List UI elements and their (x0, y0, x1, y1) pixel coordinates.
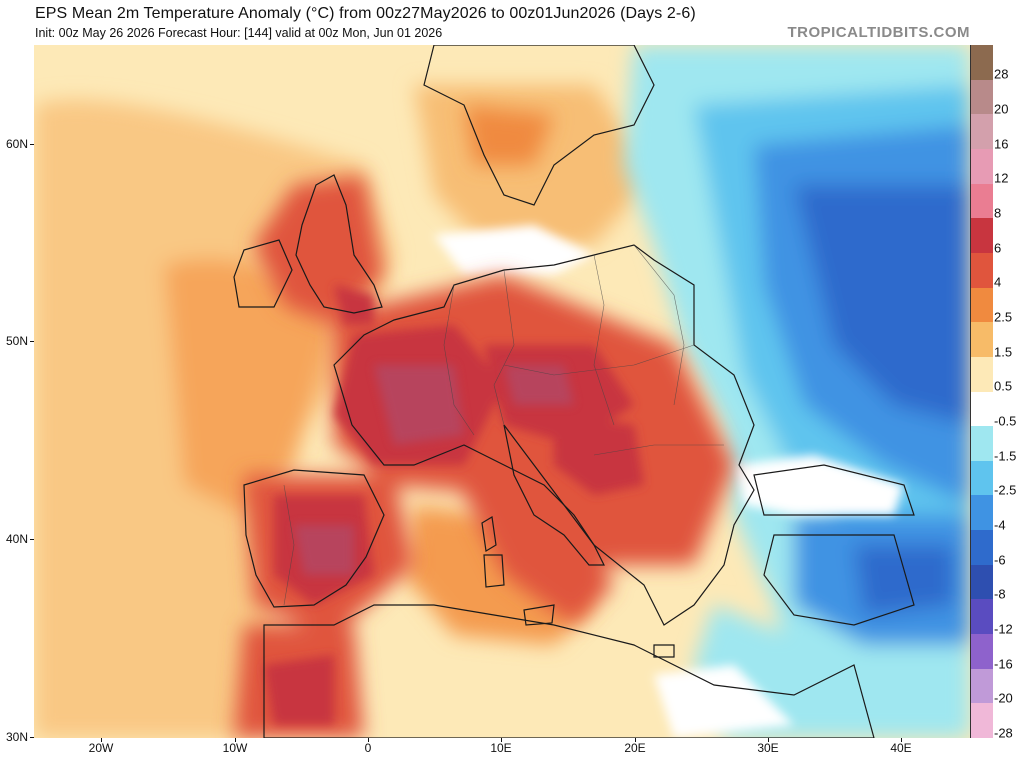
lon-tick-0 (368, 738, 369, 742)
colorbar-swatch (971, 79, 993, 115)
neutral-band (434, 225, 904, 738)
lon-label-30e: 30E (757, 741, 779, 755)
colorbar-swatch (971, 287, 993, 323)
colorbar-label: -4 (994, 517, 1006, 533)
site-brand[interactable]: TROPICALTIDBITS.COM (787, 24, 970, 41)
lon-label-20w: 20W (88, 741, 114, 755)
peak-anomaly-land (294, 365, 574, 575)
colorbar-label: 16 (994, 136, 1009, 152)
lon-tick-30e (768, 738, 769, 742)
corsica-outline (481, 516, 497, 552)
crete-outline (653, 644, 675, 658)
colorbar-swatch (971, 356, 993, 392)
lat-label-60n: 60N (5, 137, 28, 151)
lat-tick-60n (30, 144, 34, 145)
colorbar-label: -8 (994, 586, 1006, 602)
colorbar-label: 4 (994, 274, 1002, 290)
colorbar-label: 0.5 (994, 378, 1013, 394)
colorbar-swatch (971, 426, 993, 462)
lon-tick-20e (635, 738, 636, 742)
lon-label-40e: 40E (890, 741, 912, 755)
colorbar-swatch (971, 391, 993, 427)
scandinavia-outline (423, 45, 655, 206)
colorbar-label: -28 (994, 725, 1013, 741)
black-sea-outline (753, 464, 915, 516)
colorbar-label: -1.5 (994, 448, 1017, 464)
iberia-outline (243, 469, 385, 608)
colorbar-label: 20 (994, 101, 1009, 117)
lon-tick-20w (101, 738, 102, 742)
ireland-outline (233, 239, 293, 308)
europe-mainland-outline (333, 244, 755, 626)
colorbar-swatch (971, 599, 993, 635)
colorbar-label: -6 (994, 552, 1006, 568)
cold-anomaly-region (624, 45, 970, 738)
lon-tick-10w (235, 738, 236, 742)
coastlines (233, 45, 915, 738)
great-britain-outline (295, 174, 383, 314)
lat-tick-40n (30, 539, 34, 540)
map-title: EPS Mean 2m Temperature Anomaly (°C) fro… (35, 5, 696, 22)
colorbar-label: 28 (994, 66, 1009, 82)
colorbar-label: -20 (994, 690, 1013, 706)
lat-label-50n: 50N (5, 334, 28, 348)
lat-tick-50n (30, 341, 34, 342)
map-subtitle: Init: 00z May 26 2026 Forecast Hour: [14… (35, 26, 443, 40)
colorbar-label: 12 (994, 170, 1009, 186)
anomaly-map-canvas (34, 45, 970, 738)
colorbar (970, 45, 993, 739)
lon-label-10w: 10W (222, 741, 248, 755)
colorbar-label: 1.5 (994, 344, 1013, 360)
lat-label-30n: 30N (5, 730, 28, 744)
colorbar-swatch (971, 114, 993, 150)
lon-label-20e: 20E (624, 741, 646, 755)
colorbar-swatch (971, 218, 993, 254)
lon-label-10e: 10E (490, 741, 512, 755)
colorbar-label: -12 (994, 621, 1013, 637)
colorbar-swatch (971, 668, 993, 704)
lon-tick-40e (901, 738, 902, 742)
colorbar-label: -2.5 (994, 482, 1017, 498)
colorbar-swatch (971, 634, 993, 670)
colorbar-swatch (971, 530, 993, 566)
colorbar-swatch (971, 703, 993, 739)
country-borders (283, 244, 724, 606)
colorbar-swatch (971, 252, 993, 289)
lat-label-40n: 40N (5, 532, 28, 546)
colorbar-label: 8 (994, 205, 1002, 221)
lon-label-0: 0 (364, 741, 372, 755)
colorbar-swatch (971, 460, 993, 496)
north-africa-outline (263, 604, 875, 738)
sardinia-outline (483, 554, 505, 588)
italy-outline (503, 424, 605, 566)
colorbar-label: 6 (994, 240, 1002, 256)
lat-tick-30n (30, 737, 34, 738)
colorbar-swatch (971, 322, 993, 358)
colorbar-swatch (971, 564, 993, 600)
anatolia-outline (763, 534, 915, 626)
colorbar-label: -0.5 (994, 413, 1017, 429)
colorbar-swatch (971, 183, 993, 219)
colorbar-swatch (971, 495, 993, 531)
anomaly-map (34, 45, 970, 738)
colorbar-swatch (971, 148, 993, 185)
colorbar-label: 2.5 (994, 309, 1013, 325)
lon-tick-10e (501, 738, 502, 742)
colorbar-swatch (971, 45, 993, 81)
colorbar-label: -16 (994, 656, 1013, 671)
